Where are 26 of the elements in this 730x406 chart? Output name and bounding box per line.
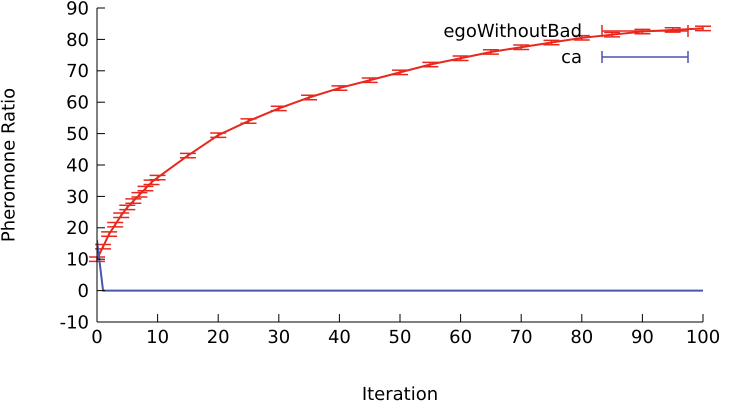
y-tick-label: -10 <box>60 312 89 334</box>
x-tick-label: 100 <box>686 326 720 348</box>
y-tick-label: 70 <box>66 61 89 82</box>
y-tick-label: 40 <box>66 155 89 176</box>
y-tick-label: 50 <box>66 124 89 145</box>
y-tick-label: 60 <box>66 92 89 114</box>
legend-label: egoWithoutBad <box>443 20 582 42</box>
x-tick-label: 10 <box>146 326 170 348</box>
y-tick-label: 20 <box>66 218 89 240</box>
x-tick-label: 50 <box>388 326 412 348</box>
y-tick-label: 30 <box>66 186 89 208</box>
x-tick-label: 0 <box>91 326 103 348</box>
y-tick-label: 0 <box>78 280 89 302</box>
x-tick-label: 30 <box>267 326 290 348</box>
legend-label: ca <box>561 46 582 68</box>
x-axis-title: Iteration <box>362 384 438 405</box>
y-axis-title: Pheromone Ratio <box>0 88 20 242</box>
x-tick-label: 20 <box>206 326 230 348</box>
y-tick-label: 80 <box>66 30 89 51</box>
x-tick-label: 90 <box>630 326 654 348</box>
y-tick-label: 90 <box>66 0 89 20</box>
x-tick-label: 40 <box>328 326 351 348</box>
x-tick-label: 60 <box>449 326 472 348</box>
x-tick-label: 80 <box>570 326 594 348</box>
x-tick-label: 70 <box>510 326 533 348</box>
y-tick-label: 10 <box>66 250 89 271</box>
